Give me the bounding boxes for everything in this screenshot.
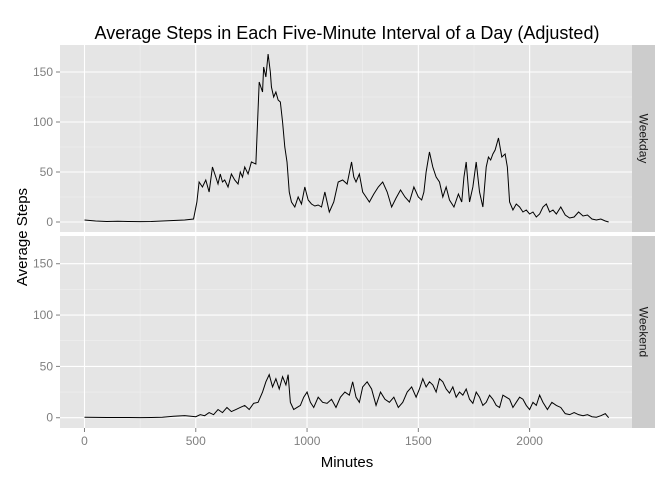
panel-1: 0 50 100 150 Weekend — [33, 236, 655, 428]
chart-title: Average Steps in Each Five-Minute Interv… — [95, 23, 600, 43]
y-tick-label: 0 — [46, 215, 53, 229]
facet-label: Weekday — [637, 114, 651, 164]
x-tick-label: 1500 — [405, 434, 432, 448]
facet-label: Weekend — [637, 307, 651, 357]
x-tick-label: 0 — [81, 434, 88, 448]
x-tick-label: 500 — [186, 434, 206, 448]
y-tick-label: 50 — [40, 165, 54, 179]
series-line-weekday — [84, 53, 609, 223]
y-axis-title: Average Steps — [14, 188, 31, 286]
x-tick-label: 2000 — [516, 434, 543, 448]
x-tick-label: 1000 — [294, 434, 321, 448]
y-tick-label: 50 — [40, 359, 54, 373]
y-tick-label: 100 — [33, 115, 53, 129]
facet-strip — [632, 45, 655, 232]
panel-0: 0 50 100 150 Weekday — [33, 45, 655, 232]
x-axis-title: Minutes — [321, 454, 374, 471]
y-tick-label: 100 — [33, 308, 53, 322]
panels: 0 50 100 150 Weekday 0 50 100 150 Weekend 0 500 1000… — [33, 45, 655, 448]
panel-background — [60, 45, 632, 232]
y-tick-label: 0 — [46, 411, 53, 425]
facet-strip — [632, 236, 655, 428]
y-tick-label: 150 — [33, 257, 53, 271]
panel-background — [60, 236, 632, 428]
y-tick-label: 150 — [33, 65, 53, 79]
series-line-weekend — [84, 373, 610, 419]
